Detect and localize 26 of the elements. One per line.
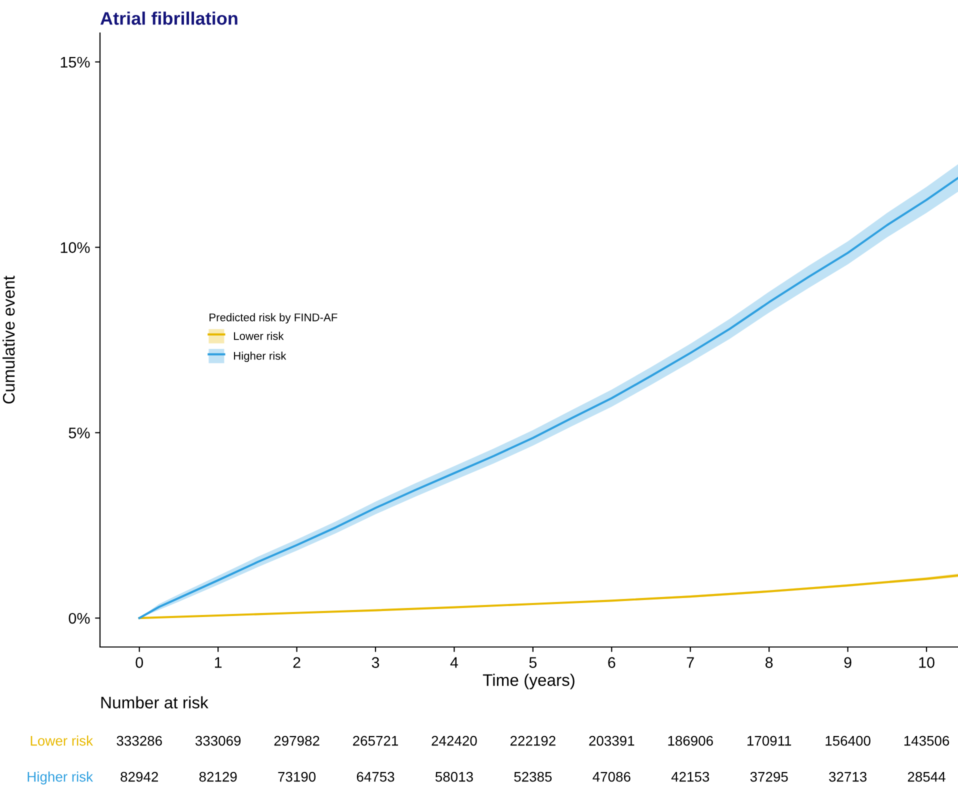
- y-tick-label: 5%: [68, 428, 90, 438]
- y-tick-label: 0%: [68, 612, 90, 624]
- text: Number at risk: [101, 696, 208, 708]
- x-tick-label: 7: [686, 657, 694, 668]
- x-axis-title: Time (years): [482, 674, 574, 690]
- legend-label: Lower risk: [234, 332, 284, 340]
- x-tick-label: 2: [293, 657, 300, 668]
- text: Higher risk: [28, 772, 94, 784]
- text: 333286 333069 297982 265721 242420 222192 203391 186906 170911 156400 143506: [116, 736, 950, 746]
- x-tick-label: 6: [608, 657, 616, 668]
- x-tick-label: 4: [450, 657, 458, 668]
- chart-title: Atrial fibrillation: [100, 12, 238, 25]
- y-tick-label: 15%: [60, 56, 90, 68]
- legend-title: Predicted risk by FIND-AF: [210, 313, 338, 324]
- x-tick-label: 10: [919, 657, 934, 668]
- legend-label: Higher risk: [234, 352, 286, 362]
- x-tick-label: 0: [136, 657, 144, 668]
- x-tick-label: 9: [844, 657, 852, 668]
- x-tick-label: 1: [214, 657, 222, 668]
- text: 82942 82129 73190 64753 58013 52385 47086 42153 37295 32713 28544: [120, 772, 946, 782]
- x-tick-label: 3: [372, 657, 380, 668]
- text: Lower risk: [30, 736, 94, 746]
- y-axis-title: Cumulative event: [2, 276, 15, 404]
- x-tick-label: 8: [766, 657, 773, 668]
- y-tick-label: 10%: [60, 242, 90, 253]
- x-tick-label: 5: [529, 657, 537, 668]
